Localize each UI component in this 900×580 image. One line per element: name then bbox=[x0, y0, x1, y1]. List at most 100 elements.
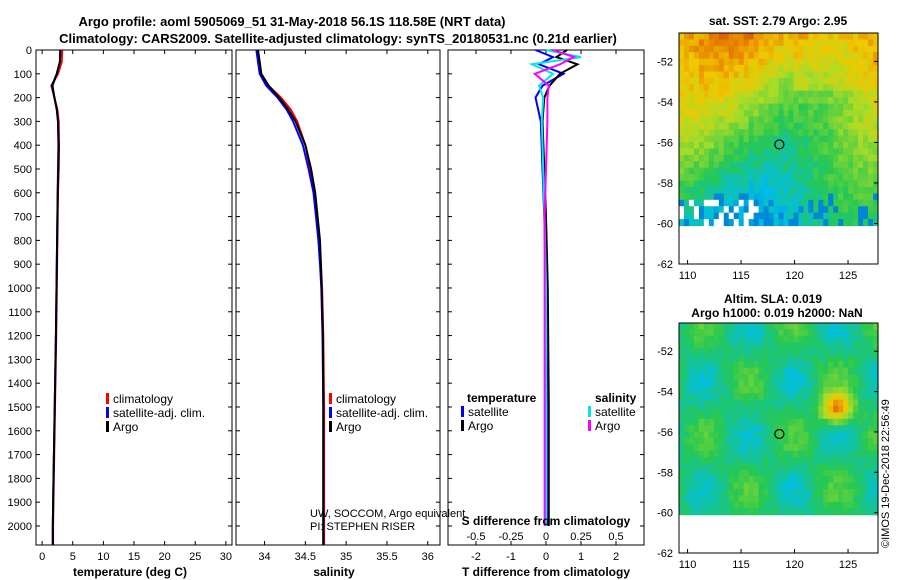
map-cell bbox=[873, 463, 879, 471]
map-cell bbox=[873, 71, 879, 79]
map-cell bbox=[728, 71, 735, 79]
map-cell bbox=[748, 425, 755, 433]
map-cell bbox=[833, 154, 839, 162]
map-cell bbox=[743, 393, 750, 401]
map-cell bbox=[688, 425, 695, 433]
map-cell bbox=[868, 84, 874, 92]
map-cell bbox=[768, 52, 775, 60]
map-cell bbox=[783, 508, 790, 516]
map-cell bbox=[798, 193, 804, 201]
map-cell bbox=[863, 463, 869, 471]
map-cell bbox=[688, 418, 695, 426]
map-cell bbox=[723, 97, 730, 105]
map-cell bbox=[723, 508, 730, 516]
map-cell bbox=[813, 65, 819, 73]
map-cell bbox=[683, 39, 690, 47]
map-cell bbox=[718, 45, 725, 53]
map-cell bbox=[793, 380, 799, 388]
map-cell bbox=[743, 33, 750, 41]
map-cell bbox=[728, 406, 735, 414]
map-cell bbox=[818, 335, 824, 343]
map-cell bbox=[803, 142, 809, 150]
map-cell bbox=[793, 187, 799, 195]
map-cell bbox=[818, 193, 824, 201]
map-cell bbox=[758, 380, 765, 388]
map-cell bbox=[718, 199, 725, 207]
s-tick-label: 0.5 bbox=[608, 531, 623, 543]
map-cell bbox=[743, 122, 750, 130]
map-cell bbox=[868, 148, 874, 156]
x-tick-label: 10 bbox=[97, 551, 109, 563]
map-cell bbox=[693, 438, 700, 445]
map-cell bbox=[843, 135, 849, 143]
map-cell bbox=[768, 335, 775, 343]
map-cell bbox=[813, 335, 819, 343]
map-cell bbox=[763, 323, 770, 330]
map-cell bbox=[788, 116, 795, 124]
map-cell bbox=[873, 476, 879, 484]
map-cell bbox=[688, 33, 695, 41]
map-cell bbox=[773, 129, 780, 137]
map-cell bbox=[843, 142, 849, 150]
map-cell bbox=[793, 90, 799, 98]
y-tick-label: 0 bbox=[26, 45, 32, 57]
map-cell bbox=[808, 501, 814, 509]
map-cell bbox=[683, 65, 690, 73]
map-cell bbox=[808, 180, 814, 188]
map-cell bbox=[698, 199, 705, 207]
map-cell bbox=[733, 77, 740, 85]
map-cell bbox=[688, 450, 695, 458]
map-cell bbox=[733, 167, 740, 175]
map-cell bbox=[808, 167, 814, 175]
map-cell bbox=[768, 180, 775, 188]
map-cell bbox=[803, 154, 809, 162]
map-cell bbox=[833, 508, 839, 516]
map-cell bbox=[818, 374, 824, 382]
map-cell bbox=[688, 135, 695, 143]
map-cell bbox=[728, 476, 735, 484]
map-cell bbox=[858, 161, 864, 169]
map-cell bbox=[868, 187, 874, 195]
legend-label: satellite bbox=[468, 405, 509, 419]
map-cell bbox=[803, 193, 809, 201]
map-cell bbox=[843, 154, 849, 162]
map-cell bbox=[798, 354, 804, 362]
x-tick-label: -2 bbox=[471, 551, 481, 563]
map-cell bbox=[843, 354, 849, 362]
map-cell bbox=[723, 71, 730, 79]
map-cell bbox=[713, 361, 720, 369]
map-cell bbox=[818, 116, 824, 124]
map-cell bbox=[863, 45, 869, 53]
map-cell bbox=[778, 406, 785, 414]
map-cell bbox=[798, 174, 804, 182]
map-cell bbox=[828, 148, 834, 156]
map-cell bbox=[768, 418, 775, 426]
map-cell bbox=[778, 122, 785, 130]
map-cell bbox=[718, 33, 725, 41]
map-cell bbox=[723, 348, 730, 356]
map-cell bbox=[683, 97, 690, 105]
map-cell bbox=[863, 39, 869, 47]
map-cell bbox=[843, 212, 849, 220]
map-cell bbox=[798, 431, 804, 439]
map-cell bbox=[768, 135, 775, 143]
map-cell bbox=[788, 367, 795, 375]
map-cell bbox=[833, 52, 839, 60]
map-cell bbox=[728, 386, 735, 394]
map-cell bbox=[728, 425, 735, 433]
map-cell bbox=[723, 463, 730, 471]
map-cell bbox=[748, 431, 755, 439]
map-cell bbox=[683, 167, 690, 175]
map-cell bbox=[853, 323, 859, 330]
map-cell bbox=[853, 438, 859, 445]
map-cell bbox=[698, 438, 705, 445]
map-cell bbox=[798, 323, 804, 330]
map-cell bbox=[713, 406, 720, 414]
map-cell bbox=[858, 84, 864, 92]
map-cell bbox=[823, 148, 829, 156]
map-cell bbox=[818, 122, 824, 130]
map-cell bbox=[713, 142, 720, 150]
map-cell bbox=[708, 399, 715, 407]
map-cell bbox=[728, 97, 735, 105]
map-cell bbox=[713, 161, 720, 169]
